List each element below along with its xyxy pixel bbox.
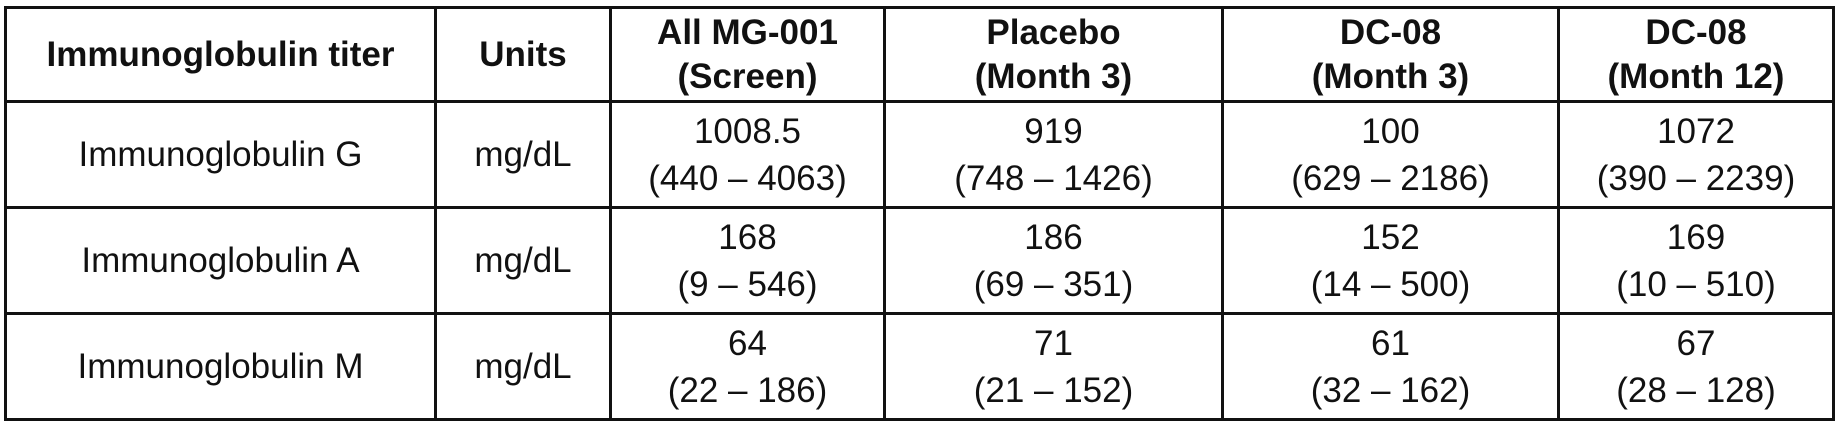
- cell-value: 152: [1361, 217, 1420, 257]
- header-line2: (Month 12): [1607, 56, 1785, 96]
- data-cell: 71 (21 – 152): [883, 312, 1224, 421]
- data-cell: 169 (10 – 510): [1557, 206, 1835, 315]
- cell-range: (22 – 186): [667, 370, 828, 410]
- cell-value: 169: [1666, 217, 1726, 257]
- row-units: mg/dL: [434, 206, 612, 315]
- row-label: Immunoglobulin A: [4, 206, 437, 315]
- row-units: mg/dL: [434, 312, 612, 421]
- data-cell: 186 (69 – 351): [883, 206, 1224, 315]
- table-row-immunoglobulin-m: Immunoglobulin M mg/dL 64 (22 – 186) 71 …: [4, 312, 1835, 421]
- data-cell: 61 (32 – 162): [1221, 312, 1560, 421]
- header-line2: (Screen): [677, 56, 818, 96]
- cell-range: (32 – 162): [1310, 370, 1471, 410]
- cell-value: 919: [1024, 111, 1083, 151]
- immunoglobulin-titer-table: Immunoglobulin titer Units All MG-001 (S…: [4, 6, 1835, 421]
- data-cell: 100 (629 – 2186): [1221, 100, 1560, 209]
- header-cell-dc08-month3: DC-08 (Month 3): [1221, 6, 1560, 103]
- data-cell: 64 (22 – 186): [609, 312, 886, 421]
- header-row: Immunoglobulin titer Units All MG-001 (S…: [4, 6, 1835, 103]
- header-line2: (Month 3): [974, 56, 1133, 96]
- cell-value: 64: [728, 323, 767, 363]
- cell-value: 1008.5: [693, 111, 802, 151]
- row-label: Immunoglobulin M: [4, 312, 437, 421]
- cell-range: (440 – 4063): [648, 158, 847, 198]
- header-line1: All MG-001: [657, 12, 838, 52]
- table-row-immunoglobulin-g: Immunoglobulin G mg/dL 1008.5 (440 – 406…: [4, 100, 1835, 209]
- cell-range: (748 – 1426): [954, 158, 1153, 198]
- data-cell: 67 (28 – 128): [1557, 312, 1835, 421]
- cell-value: 168: [718, 217, 777, 257]
- cell-range: (9 – 546): [677, 264, 818, 304]
- cell-value: 1072: [1657, 111, 1735, 151]
- header-cell-all-mg001-screen: All MG-001 (Screen): [609, 6, 886, 103]
- data-cell: 919 (748 – 1426): [883, 100, 1224, 209]
- cell-range: (21 – 152): [973, 370, 1134, 410]
- data-cell: 168 (9 – 546): [609, 206, 886, 315]
- header-line1: DC-08: [1645, 12, 1747, 52]
- header-cell-units: Units: [434, 6, 612, 103]
- cell-value: 67: [1676, 323, 1716, 363]
- cell-value: 61: [1371, 323, 1410, 363]
- header-cell-dc08-month12: DC-08 (Month 12): [1557, 6, 1835, 103]
- header-line1: Placebo: [986, 12, 1121, 52]
- cell-range: (28 – 128): [1616, 370, 1776, 410]
- cell-range: (10 – 510): [1616, 264, 1776, 304]
- cell-range: (390 – 2239): [1596, 158, 1796, 198]
- header-line1: DC-08: [1339, 12, 1442, 52]
- data-cell: 1008.5 (440 – 4063): [609, 100, 886, 209]
- header-cell-immunoglobulin-titer: Immunoglobulin titer: [4, 6, 437, 103]
- row-units: mg/dL: [434, 100, 612, 209]
- cell-range: (629 – 2186): [1291, 158, 1490, 198]
- table-row-immunoglobulin-a: Immunoglobulin A mg/dL 168 (9 – 546) 186…: [4, 206, 1835, 315]
- cell-value: 71: [1034, 323, 1073, 363]
- data-cell: 152 (14 – 500): [1221, 206, 1560, 315]
- data-cell: 1072 (390 – 2239): [1557, 100, 1835, 209]
- cell-value: 186: [1024, 217, 1083, 257]
- cell-value: 100: [1361, 111, 1420, 151]
- row-label: Immunoglobulin G: [4, 100, 437, 209]
- header-line2: (Month 3): [1311, 56, 1470, 96]
- cell-range: (14 – 500): [1310, 264, 1471, 304]
- header-cell-placebo-month3: Placebo (Month 3): [883, 6, 1224, 103]
- cell-range: (69 – 351): [973, 264, 1134, 304]
